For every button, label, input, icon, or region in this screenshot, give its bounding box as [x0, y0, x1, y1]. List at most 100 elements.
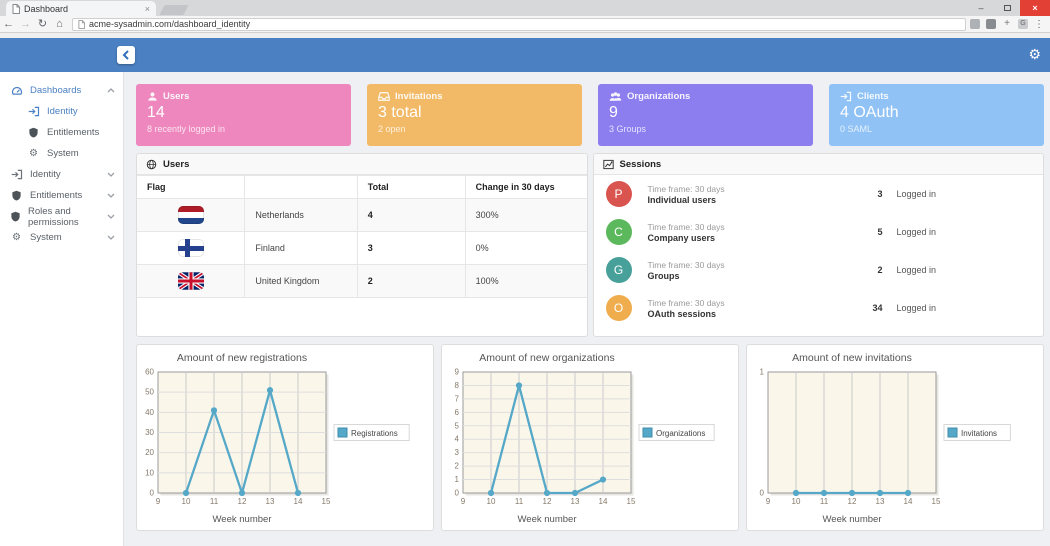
- sidebar-item-label: Dashboards: [30, 85, 82, 96]
- chevron-down-icon: [107, 192, 115, 199]
- registrations-chart-panel: 0 10 20 30 40 50 60 9 10 11 12 13 14 15 Amount of new …: [136, 344, 434, 531]
- app-back-button[interactable]: [117, 46, 135, 64]
- users-table: Flag Total Change in 30 days Netherlands…: [137, 175, 587, 298]
- sidebar-item-entitlements-root[interactable]: Entitlements: [0, 185, 123, 206]
- chart-line-icon: [602, 159, 614, 169]
- svg-text:Organizations: Organizations: [656, 429, 705, 438]
- shield-icon: [27, 127, 40, 138]
- sidebar-item-identity[interactable]: Identity: [0, 101, 123, 122]
- svg-text:Amount of new organizations: Amount of new organizations: [479, 352, 614, 364]
- avatar: O: [605, 295, 632, 321]
- svg-text:3: 3: [455, 448, 460, 457]
- timeframe-text: Time frame: 30 days: [647, 183, 725, 194]
- col-header-flag: Flag: [137, 175, 246, 199]
- extension-g-icon[interactable]: G: [1018, 19, 1028, 29]
- window-maximize-button[interactable]: [994, 0, 1020, 16]
- avatar: C: [605, 219, 632, 245]
- chevron-down-icon: [107, 213, 115, 220]
- sidebar-item-dashboards[interactable]: Dashboards: [0, 80, 123, 101]
- svg-text:2: 2: [455, 462, 460, 471]
- timeframe-text: Time frame: 30 days: [647, 259, 725, 270]
- clients-card[interactable]: Clients 4 OAuth 0 SAML: [829, 84, 1044, 146]
- svg-text:15: 15: [322, 497, 331, 506]
- browser-home-icon[interactable]: ⌂: [56, 17, 63, 30]
- inbox-icon: [378, 92, 390, 101]
- svg-text:10: 10: [145, 468, 154, 477]
- organizations-card[interactable]: Organizations 9 3 Groups: [598, 84, 813, 146]
- svg-text:30: 30: [145, 428, 154, 437]
- card-value: 3 total: [378, 104, 422, 121]
- session-label: OAuth sessions: [647, 308, 717, 319]
- sidebar-item-roles-permissions[interactable]: Roles and permissions: [0, 206, 123, 228]
- svg-text:10: 10: [792, 497, 801, 506]
- table-row: Netherlands 4 300%: [137, 198, 587, 232]
- country-cell: Netherlands: [244, 198, 358, 232]
- window-controls: – ×: [968, 0, 1050, 16]
- users-card[interactable]: Users 14 8 recently logged in: [136, 84, 351, 146]
- browser-forward-icon[interactable]: →: [20, 17, 31, 30]
- finland-flag-icon: [177, 239, 204, 257]
- netherlands-flag-icon: [177, 206, 204, 224]
- svg-text:13: 13: [571, 497, 580, 506]
- country-cell: Finland: [244, 231, 358, 265]
- invitations-chart: 0 1 9 10 11 12 13 14 15 Amount of new invitations…: [760, 352, 1011, 525]
- chevron-down-icon: [107, 171, 115, 178]
- new-tab-button[interactable]: [159, 5, 189, 15]
- sign-in-icon: [10, 169, 23, 180]
- extension-icon[interactable]: [986, 19, 996, 29]
- svg-text:14: 14: [294, 497, 303, 506]
- cogs-icon: ⚙: [12, 231, 21, 243]
- svg-text:Amount of new registrations: Amount of new registrations: [177, 352, 307, 364]
- svg-text:Week number: Week number: [213, 514, 272, 525]
- browser-toolbar: ← → ↻ ⌂ acme-sysadmin.com/dashboard_iden…: [0, 16, 1050, 33]
- session-label: Individual users: [647, 194, 717, 205]
- sidebar-item-identity-root[interactable]: Identity: [0, 164, 123, 185]
- svg-text:9: 9: [766, 497, 771, 506]
- browser-back-icon[interactable]: ←: [3, 17, 14, 30]
- svg-text:60: 60: [145, 368, 154, 377]
- session-status: Logged in: [896, 227, 937, 237]
- panel-title: Sessions: [619, 158, 662, 170]
- svg-text:40: 40: [145, 408, 154, 417]
- change-cell: 300%: [464, 198, 587, 232]
- user-icon: [148, 92, 157, 101]
- change-cell: 0%: [464, 231, 587, 265]
- table-row: United Kingdom 2 100%: [137, 264, 587, 298]
- svg-text:11: 11: [515, 497, 524, 506]
- invitations-card[interactable]: Invitations 3 total 2 open: [367, 84, 582, 146]
- registrations-chart: 0 10 20 30 40 50 60 9 10 11 12 13 14 15 Amount of new …: [145, 352, 410, 525]
- sidebar-item-system[interactable]: ⚙ System: [0, 143, 123, 164]
- list-item: P Time frame: 30 days Individual users 3…: [594, 175, 1044, 213]
- card-subtitle: 3 Groups: [609, 124, 647, 134]
- svg-text:14: 14: [904, 497, 913, 506]
- extension-icon[interactable]: [970, 19, 980, 29]
- browser-refresh-icon[interactable]: ↻: [37, 17, 48, 30]
- svg-text:11: 11: [820, 497, 829, 506]
- sidebar-item-label: Entitlements: [30, 190, 83, 201]
- svg-text:4: 4: [455, 435, 460, 444]
- window-close-button[interactable]: ×: [1020, 0, 1050, 16]
- extension-crosshair-icon[interactable]: +: [1004, 18, 1010, 29]
- address-bar[interactable]: acme-sysadmin.com/dashboard_identity: [72, 17, 966, 31]
- total-cell: 2: [356, 264, 466, 298]
- card-value: 4 OAuth: [840, 104, 899, 121]
- session-count: 2: [877, 265, 883, 275]
- settings-gear-icon[interactable]: ⚙: [1028, 46, 1041, 62]
- browser-tab-strip: Dashboard × – ×: [0, 0, 1050, 16]
- change-cell: 100%: [464, 264, 587, 298]
- sidebar-item-system-root[interactable]: ⚙ System: [0, 227, 123, 248]
- svg-text:10: 10: [182, 497, 191, 506]
- svg-text:11: 11: [210, 497, 219, 506]
- tab-close-icon[interactable]: ×: [144, 3, 150, 14]
- svg-text:13: 13: [266, 497, 275, 506]
- browser-menu-icon[interactable]: ⋮: [1034, 18, 1044, 30]
- browser-tab[interactable]: Dashboard ×: [6, 1, 156, 16]
- window-minimize-button[interactable]: –: [978, 3, 984, 13]
- svg-text:Invitations: Invitations: [961, 429, 997, 438]
- svg-text:12: 12: [848, 497, 857, 506]
- list-item: O Time frame: 30 days OAuth sessions 34 …: [594, 289, 1044, 327]
- tab-title: Dashboard: [24, 3, 69, 14]
- sidebar-item-entitlements[interactable]: Entitlements: [0, 122, 123, 143]
- svg-text:15: 15: [932, 497, 941, 506]
- timeframe-text: Time frame: 30 days: [647, 297, 725, 308]
